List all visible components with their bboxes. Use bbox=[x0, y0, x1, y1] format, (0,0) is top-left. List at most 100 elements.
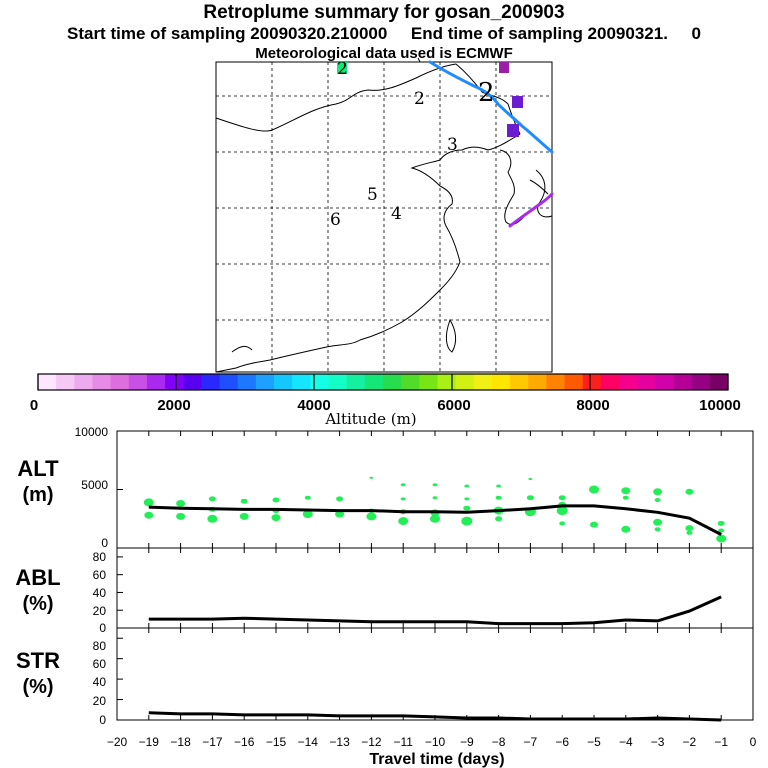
day-markers: 2 2 3 4 5 6 bbox=[330, 59, 458, 230]
alt-scatter-point bbox=[432, 496, 438, 500]
colorbar-cell bbox=[364, 374, 384, 390]
colorbar-cell bbox=[673, 374, 693, 390]
alt-scatter-point bbox=[463, 505, 471, 511]
alt-scatter-point bbox=[208, 496, 216, 502]
colorbar-cell bbox=[546, 374, 566, 390]
alt-scatter-point bbox=[685, 488, 694, 495]
alt-scatter-point bbox=[369, 476, 374, 479]
alt-scatter-point bbox=[716, 534, 727, 543]
cbar-label-0: 0 bbox=[30, 397, 38, 414]
colorbar-ticks bbox=[37, 374, 729, 390]
sw-border bbox=[231, 345, 253, 353]
x-tick-label: −18 bbox=[170, 735, 191, 749]
alt-scatter-point bbox=[621, 525, 631, 533]
alt-scatter-point bbox=[528, 478, 533, 480]
alt-ytick-label-5000: 5000 bbox=[81, 478, 108, 492]
alt-scatter-point bbox=[464, 484, 470, 488]
x-tick-label: −16 bbox=[234, 735, 255, 749]
alt-scatter-point bbox=[176, 512, 186, 520]
alt-series-line bbox=[148, 504, 722, 536]
str-ytick-label-0: 0 bbox=[99, 713, 106, 727]
alt-scatter-point bbox=[590, 521, 598, 528]
alt-scatter-point bbox=[144, 511, 154, 519]
colorbar-cell bbox=[600, 374, 620, 390]
colorbar-cell bbox=[255, 374, 275, 390]
colorbar-tick-labels: 0 2000 4000 6000 8000 10000 bbox=[30, 397, 741, 414]
alt-scatter-point bbox=[556, 506, 568, 516]
alt-scatter-point bbox=[653, 488, 663, 496]
colorbar-cell bbox=[564, 374, 584, 390]
x-tick-label: −17 bbox=[202, 735, 223, 749]
abl-series-line bbox=[148, 595, 722, 626]
alt-ytick-label-0: 0 bbox=[101, 536, 108, 550]
colorbar-cell bbox=[328, 374, 348, 390]
colorbar-cell bbox=[709, 374, 729, 390]
x-tick-label: −3 bbox=[651, 735, 665, 749]
cbar-label-2000: 2000 bbox=[157, 397, 190, 414]
chart-title: Retroplume summary for gosan_200903 bbox=[203, 2, 565, 23]
x-tick-labels: −20 −19 −18 −17 −16 −15 −14 −13 −12 −11 −10 −9 −8 −7−… bbox=[107, 735, 757, 749]
alt-scatter-point bbox=[495, 516, 503, 522]
abl-frame bbox=[116, 547, 754, 629]
x-tick-label: −14 bbox=[298, 735, 319, 749]
colorbar-cell bbox=[274, 374, 293, 390]
colorbar-cell bbox=[419, 374, 438, 390]
x-tick-label: −8 bbox=[492, 735, 506, 749]
alt-scatter-point bbox=[654, 527, 661, 532]
x-tick-label: −6 bbox=[555, 735, 569, 749]
alt-scatter-point bbox=[240, 498, 248, 504]
colorbar-cell bbox=[165, 374, 184, 390]
alt-scatter-point bbox=[461, 516, 473, 526]
day-marker-4: 4 bbox=[391, 204, 402, 224]
alt-unit: (m) bbox=[22, 484, 53, 506]
alt-scatter-point bbox=[686, 530, 693, 535]
x-tick-label: −4 bbox=[619, 735, 633, 749]
alt-scatter-point bbox=[718, 528, 725, 533]
str-ytick-label-80: 80 bbox=[93, 639, 107, 653]
alt-scatter-point bbox=[495, 495, 502, 500]
colorbar-cell bbox=[510, 374, 529, 390]
alt-scatter-point bbox=[398, 517, 409, 526]
day-marker-5: 5 bbox=[367, 185, 378, 205]
point-green-1 bbox=[337, 62, 347, 74]
colorbar-cell bbox=[655, 374, 675, 390]
colorbar-cell bbox=[455, 374, 475, 390]
alt-panel: 10000 5000 0 ALT (m) bbox=[17, 425, 754, 550]
x-tick-label: −15 bbox=[266, 735, 287, 749]
str-frame bbox=[116, 627, 754, 721]
colorbar-cell bbox=[491, 374, 511, 390]
colorbar-cell bbox=[146, 374, 166, 390]
x-tick-label: −1 bbox=[714, 735, 728, 749]
x-tick-label: −13 bbox=[329, 735, 350, 749]
x-tick-label: 0 bbox=[750, 735, 757, 749]
altitude-colorbar: 0 2000 4000 6000 8000 10000 Altitude (m) bbox=[30, 373, 741, 428]
x-tick-label: −11 bbox=[393, 735, 413, 749]
abl-unit: (%) bbox=[22, 593, 53, 615]
x-tick-label: −9 bbox=[460, 735, 474, 749]
alt-scatter-point bbox=[717, 520, 725, 526]
japan-west bbox=[535, 169, 553, 218]
x-tick-label: −12 bbox=[361, 735, 382, 749]
colorbar-cell bbox=[528, 374, 547, 390]
x-ticks bbox=[116, 431, 754, 720]
abl-ytick-label-40: 40 bbox=[93, 586, 107, 600]
time-series-panels: 10000 5000 0 ALT (m) 80 60 40 20 0 ABL (… bbox=[15, 425, 756, 768]
alt-scatter-point bbox=[653, 518, 663, 526]
x-tick-label: −19 bbox=[139, 735, 160, 749]
colorbar-cell bbox=[74, 374, 93, 390]
colorbar-cell bbox=[237, 374, 257, 390]
alt-scatter-point bbox=[654, 498, 661, 502]
alt-ytick-label-10000: 10000 bbox=[75, 425, 109, 439]
alt-scatter-point bbox=[176, 500, 186, 507]
x-tick-label: −7 bbox=[524, 735, 538, 749]
trajectory-low bbox=[508, 192, 554, 228]
alt-scatter-point bbox=[559, 521, 566, 526]
alt-scatter-point bbox=[589, 485, 599, 494]
colorbar-cell bbox=[383, 374, 402, 390]
cbar-label-10000: 10000 bbox=[699, 397, 741, 414]
colorbar-cell bbox=[56, 374, 75, 390]
x-axis-label: Travel time (days) bbox=[369, 751, 504, 768]
day-marker-2a: 2 bbox=[337, 59, 348, 79]
abl-label: ABL bbox=[15, 565, 60, 590]
alt-scatter-point bbox=[335, 510, 345, 518]
